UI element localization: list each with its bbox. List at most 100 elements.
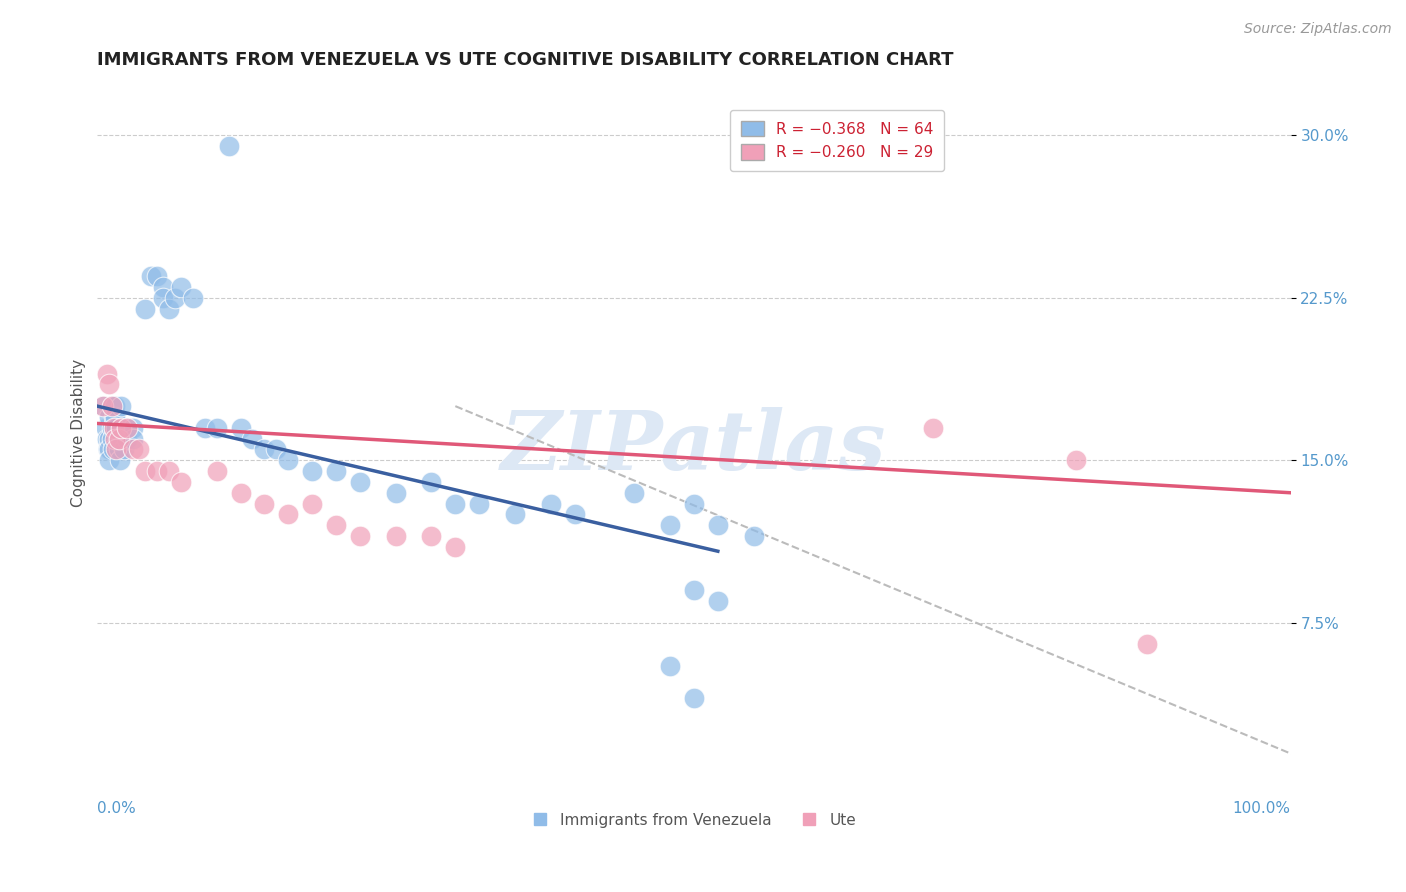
Point xyxy=(104,399,127,413)
Point xyxy=(101,442,124,457)
Point xyxy=(134,301,156,316)
Point xyxy=(98,442,121,457)
Point xyxy=(683,497,706,511)
Point xyxy=(94,421,117,435)
Point xyxy=(107,432,129,446)
Point xyxy=(91,399,114,413)
Point xyxy=(110,399,132,413)
Point xyxy=(108,442,131,457)
Point xyxy=(420,475,443,489)
Point xyxy=(659,659,682,673)
Point xyxy=(122,421,145,435)
Y-axis label: Cognitive Disability: Cognitive Disability xyxy=(72,359,86,508)
Point xyxy=(98,377,121,392)
Point xyxy=(115,421,138,435)
Point xyxy=(325,518,347,533)
Point xyxy=(146,464,169,478)
Point xyxy=(103,409,125,424)
Point xyxy=(194,421,217,435)
Point xyxy=(100,399,122,413)
Point xyxy=(623,485,645,500)
Point xyxy=(100,432,122,446)
Point xyxy=(98,409,121,424)
Point xyxy=(468,497,491,511)
Point xyxy=(96,432,118,446)
Point xyxy=(659,518,682,533)
Point xyxy=(253,497,276,511)
Point xyxy=(170,475,193,489)
Text: 100.0%: 100.0% xyxy=(1233,801,1291,816)
Point xyxy=(218,139,240,153)
Point xyxy=(349,475,371,489)
Point xyxy=(444,497,467,511)
Legend: Immigrants from Venezuela, Ute: Immigrants from Venezuela, Ute xyxy=(526,806,862,834)
Point xyxy=(266,442,288,457)
Point xyxy=(444,540,467,554)
Point xyxy=(112,442,135,457)
Point xyxy=(170,280,193,294)
Point xyxy=(152,280,174,294)
Point xyxy=(301,497,323,511)
Point xyxy=(325,464,347,478)
Point xyxy=(115,421,138,435)
Text: IMMIGRANTS FROM VENEZUELA VS UTE COGNITIVE DISABILITY CORRELATION CHART: IMMIGRANTS FROM VENEZUELA VS UTE COGNITI… xyxy=(97,51,953,69)
Point xyxy=(96,367,118,381)
Text: Source: ZipAtlas.com: Source: ZipAtlas.com xyxy=(1244,22,1392,37)
Point xyxy=(104,409,127,424)
Point xyxy=(163,291,186,305)
Point xyxy=(108,453,131,467)
Point xyxy=(707,518,730,533)
Point xyxy=(921,421,943,435)
Point xyxy=(384,529,406,543)
Text: ZIPatlas: ZIPatlas xyxy=(501,408,887,487)
Point xyxy=(564,508,586,522)
Point xyxy=(1136,637,1159,651)
Point xyxy=(277,508,299,522)
Point xyxy=(229,485,252,500)
Point xyxy=(139,269,162,284)
Point xyxy=(205,464,228,478)
Point xyxy=(108,432,131,446)
Point xyxy=(105,421,128,435)
Point xyxy=(104,432,127,446)
Point xyxy=(152,291,174,305)
Point xyxy=(97,442,120,457)
Point xyxy=(110,421,132,435)
Point xyxy=(100,399,122,413)
Point xyxy=(98,453,121,467)
Point xyxy=(98,432,121,446)
Point xyxy=(253,442,276,457)
Point xyxy=(134,464,156,478)
Point xyxy=(277,453,299,467)
Point xyxy=(503,508,526,522)
Point xyxy=(540,497,562,511)
Point xyxy=(229,421,252,435)
Point xyxy=(242,432,264,446)
Point xyxy=(146,269,169,284)
Point xyxy=(100,421,122,435)
Point xyxy=(742,529,765,543)
Point xyxy=(157,301,180,316)
Point xyxy=(683,583,706,598)
Point xyxy=(683,691,706,706)
Point xyxy=(181,291,204,305)
Point xyxy=(115,432,138,446)
Point xyxy=(91,399,114,413)
Point xyxy=(205,421,228,435)
Point xyxy=(349,529,371,543)
Point xyxy=(122,442,145,457)
Text: 0.0%: 0.0% xyxy=(97,801,136,816)
Point xyxy=(384,485,406,500)
Point xyxy=(103,421,125,435)
Point xyxy=(420,529,443,543)
Point xyxy=(707,594,730,608)
Point xyxy=(128,442,150,457)
Point xyxy=(103,421,125,435)
Point xyxy=(105,442,128,457)
Point xyxy=(122,432,145,446)
Point xyxy=(110,421,132,435)
Point xyxy=(157,464,180,478)
Point xyxy=(301,464,323,478)
Point xyxy=(1064,453,1087,467)
Point xyxy=(111,432,134,446)
